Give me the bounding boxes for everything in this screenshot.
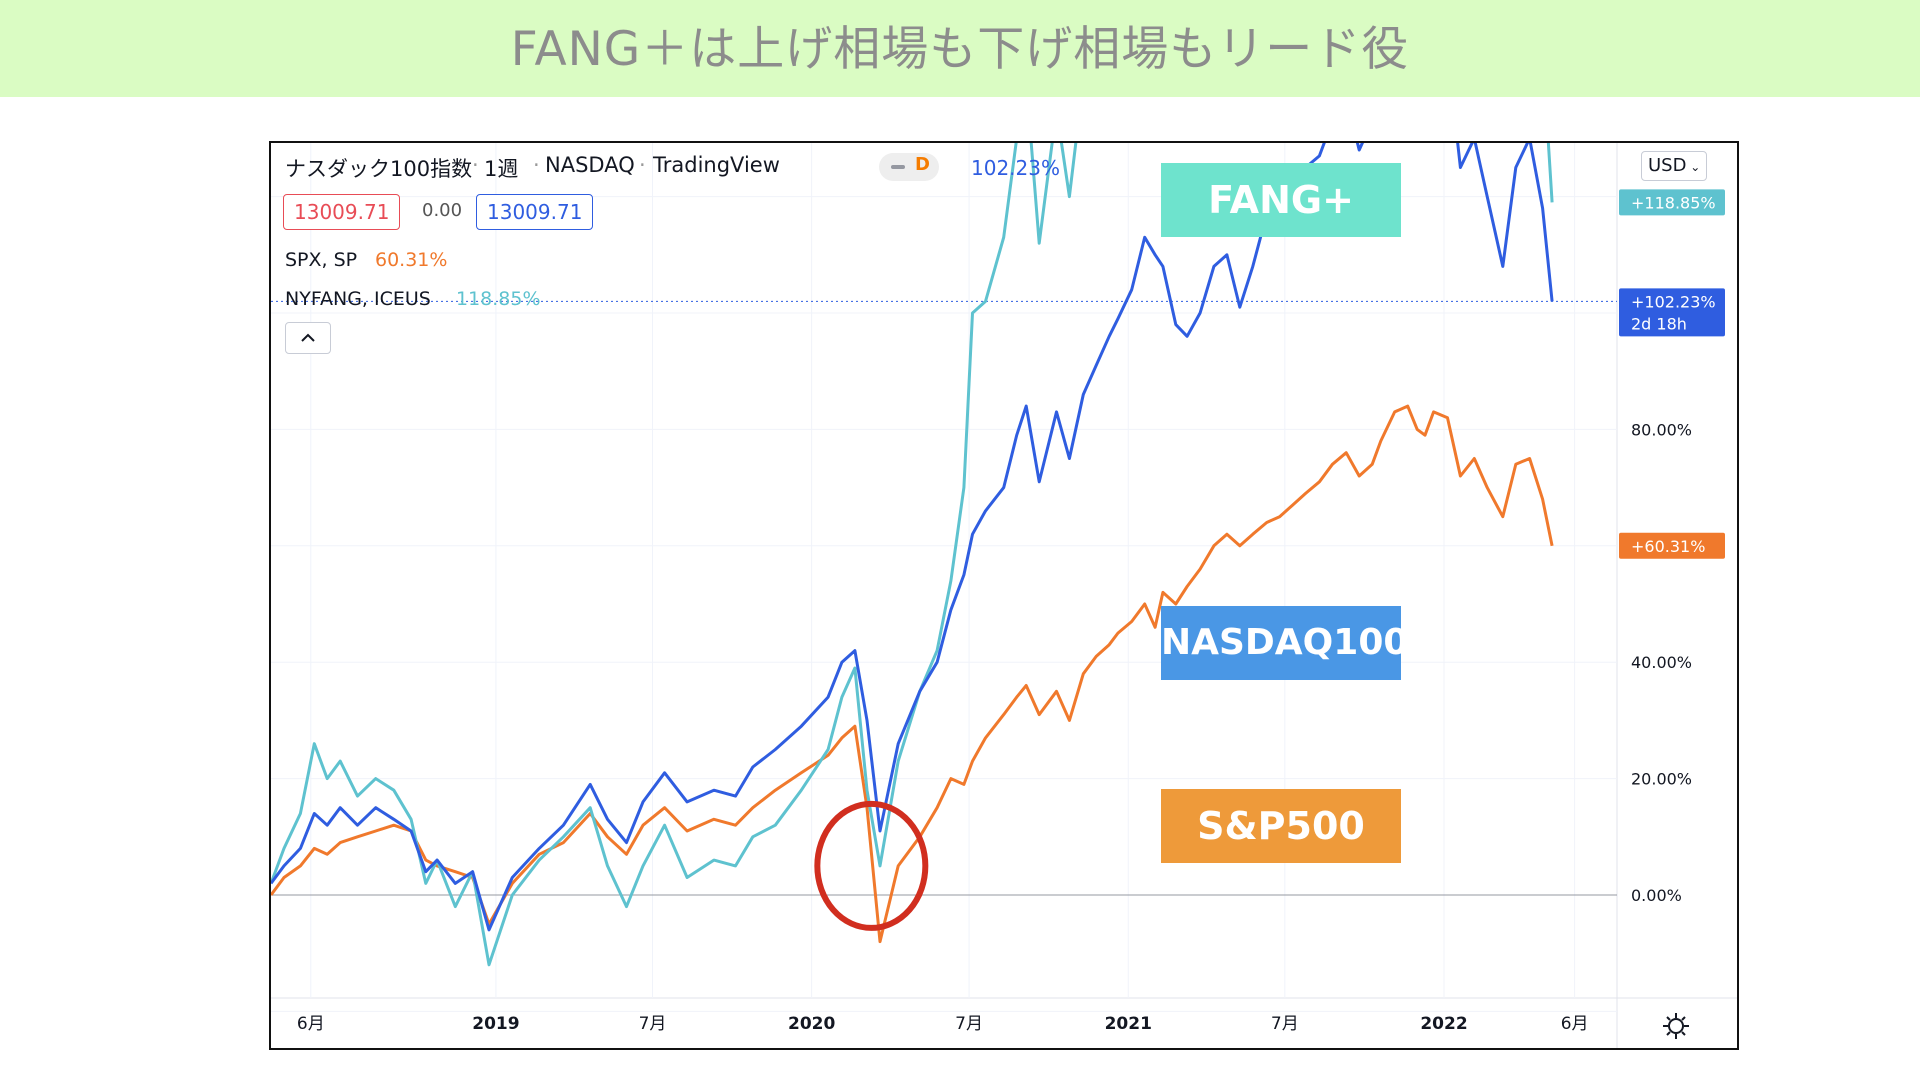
banner-title: FANG＋は上げ相場も下げ相場もリード役 [510, 22, 1410, 77]
y-tick-label: 40.00% [1631, 653, 1692, 672]
series-line-nyfang-iceus[interactable] [271, 143, 1554, 967]
y-tick-label: 20.00% [1631, 770, 1692, 789]
bid-box[interactable]: 13009.71 [283, 194, 401, 230]
x-tick-label: 2022 [1420, 1014, 1467, 1034]
symbol-name: ナスダック100指数 [285, 157, 473, 181]
x-tick-label: 6月 [297, 1014, 325, 1034]
market-status-pill[interactable]: D [879, 153, 939, 181]
x-tick-label: 7月 [955, 1014, 983, 1034]
minus-icon [891, 165, 905, 169]
separator-dot: · [533, 153, 540, 177]
separator-dot: · [472, 153, 479, 177]
last-value-label-bg [1619, 189, 1725, 216]
last-value-label-bg [1619, 288, 1725, 337]
gear-icon [1663, 1013, 1689, 1039]
last-value-label: +118.85% [1631, 193, 1716, 212]
crash-highlight-circle [814, 800, 929, 931]
header-percent: 102.23% [971, 156, 1060, 180]
legend-nyfang-name[interactable]: NYFANG, ICEUS [285, 288, 431, 310]
last-value-label-bg [1619, 532, 1725, 559]
callout-fang: FANG+ [1161, 163, 1401, 237]
legend-spx-value: 60.31% [375, 249, 448, 271]
spread-value: 0.00 [422, 200, 463, 221]
chevron-down-icon: ⌄ [1686, 160, 1701, 174]
series-line-nasdaq100[interactable] [271, 143, 1554, 932]
chevron-up-icon [301, 333, 315, 342]
legend-spx-name[interactable]: SPX, SP [285, 249, 358, 271]
source-label: TradingView [653, 153, 780, 177]
currency-select[interactable]: USD ⌄ [1641, 151, 1708, 181]
series-line-spx-sp[interactable] [271, 404, 1554, 944]
y-tick-label: 0.00% [1631, 886, 1682, 905]
x-tick-label: 2021 [1105, 1014, 1152, 1034]
x-tick-label: 2019 [472, 1014, 519, 1034]
x-tick-label: 7月 [639, 1014, 667, 1034]
ask-box[interactable]: 13009.71 [476, 194, 594, 230]
x-tick-label: 6月 [1561, 1014, 1589, 1034]
y-tick-label: 80.00% [1631, 420, 1692, 439]
chart-frame: 120.00%100.00%80.00%60.00%40.00%20.00%0.… [269, 141, 1739, 1050]
x-tick-label: 2020 [788, 1014, 835, 1034]
last-value-label: +60.31% [1631, 537, 1705, 556]
countdown-label: 2d 18h [1631, 314, 1687, 333]
exchange-label: NASDAQ [545, 153, 635, 177]
collapse-legend-button[interactable] [285, 322, 331, 354]
title-banner: FANG＋は上げ相場も下げ相場もリード役 [0, 0, 1920, 97]
legend-nyfang-value: 118.85% [456, 288, 541, 310]
last-value-label: +102.23% [1631, 292, 1716, 311]
callout-sp500: S&P500 [1161, 789, 1401, 863]
currency-label: USD [1648, 155, 1687, 176]
interval-label[interactable]: 1週 [484, 157, 519, 181]
callout-nasdaq100: NASDAQ100 [1161, 606, 1408, 680]
pill-letter: D [915, 154, 930, 175]
x-tick-label: 7月 [1271, 1014, 1299, 1034]
settings-gear-icon[interactable] [1661, 1011, 1691, 1041]
chart-canvas[interactable]: 120.00%100.00%80.00%60.00%40.00%20.00%0.… [271, 143, 1737, 1048]
separator-dot: · [639, 153, 646, 177]
